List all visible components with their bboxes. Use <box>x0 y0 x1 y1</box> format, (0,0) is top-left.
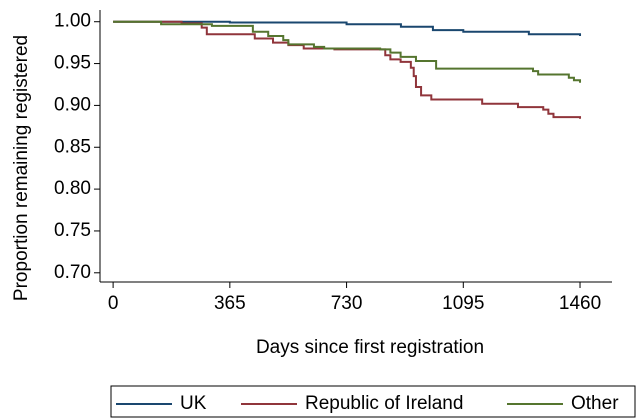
y-tick-label: 0.70 <box>54 262 91 283</box>
legend-label: Republic of Ireland <box>305 393 463 414</box>
legend-label: UK <box>180 393 207 414</box>
x-tick-label: 0 <box>108 293 119 314</box>
x-tick-label: 1460 <box>559 293 601 314</box>
y-tick-label: 0.95 <box>54 53 91 74</box>
y-tick-label: 1.00 <box>54 11 91 32</box>
y-tick-label: 0.75 <box>54 220 91 241</box>
y-axis-label: Proportion remaining registered <box>11 35 32 301</box>
x-tick-label: 1095 <box>442 293 484 314</box>
y-tick-label: 0.90 <box>54 94 91 115</box>
x-tick-label: 365 <box>214 293 246 314</box>
y-tick-label: 0.80 <box>54 178 91 199</box>
x-axis-label: Days since first registration <box>256 337 484 358</box>
legend-box <box>110 385 636 418</box>
km-line <box>113 20 582 119</box>
km-line <box>113 20 582 36</box>
x-tick-label: 730 <box>331 293 363 314</box>
y-tick-label: 0.85 <box>54 136 91 157</box>
km-line <box>113 20 582 83</box>
legend-label: Other <box>571 393 619 414</box>
